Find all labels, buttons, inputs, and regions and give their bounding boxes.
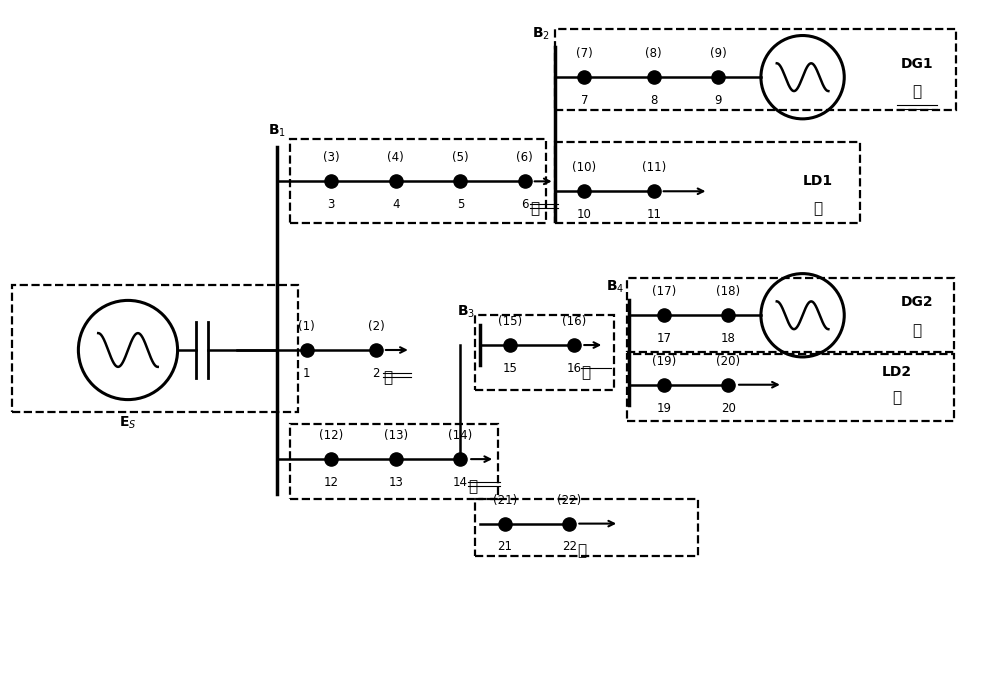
Text: (13): (13): [384, 429, 408, 442]
Text: (19): (19): [652, 355, 676, 368]
Bar: [475, 315, 614, 390]
Text: (11): (11): [642, 162, 666, 174]
Text: 22: 22: [562, 540, 577, 554]
Text: (6): (6): [516, 151, 533, 164]
Bar: [555, 141, 860, 223]
Bar: [12, 284, 298, 412]
Text: 17: 17: [656, 332, 671, 345]
Text: (9): (9): [710, 48, 727, 60]
Point: [517, 176, 533, 187]
Text: (2): (2): [368, 320, 384, 333]
Point: [323, 176, 339, 187]
Text: 一: 一: [530, 201, 539, 216]
Point: [720, 309, 736, 321]
Text: 六: 六: [581, 365, 590, 380]
Point: [502, 340, 518, 351]
Point: [576, 186, 592, 197]
Text: (7): (7): [576, 48, 593, 60]
Text: (18): (18): [716, 286, 740, 298]
Text: 4: 4: [392, 198, 400, 211]
Point: [720, 379, 736, 391]
Text: 四: 四: [813, 202, 822, 216]
Text: 10: 10: [577, 208, 592, 221]
Text: (10): (10): [572, 162, 596, 174]
Text: (12): (12): [319, 429, 343, 442]
Text: 14: 14: [453, 476, 468, 489]
Bar: [475, 499, 698, 556]
Text: (14): (14): [448, 429, 472, 442]
Text: 9: 9: [715, 94, 722, 107]
Text: 15: 15: [502, 362, 517, 375]
Text: B$_3$: B$_3$: [457, 304, 475, 320]
Text: 18: 18: [721, 332, 736, 345]
Point: [710, 71, 726, 83]
Text: 五: 五: [468, 479, 477, 494]
Text: (16): (16): [562, 315, 587, 328]
Point: [388, 176, 404, 187]
Text: 6: 6: [521, 198, 529, 211]
Text: 7: 7: [581, 94, 588, 107]
Bar: [627, 354, 954, 421]
Point: [566, 340, 582, 351]
Point: [656, 379, 672, 391]
Text: 3: 3: [328, 198, 335, 211]
Text: 二: 二: [383, 370, 392, 385]
Text: (22): (22): [557, 494, 582, 507]
Point: [656, 309, 672, 321]
Text: 12: 12: [324, 476, 339, 489]
Text: 21: 21: [497, 540, 512, 554]
Text: 5: 5: [457, 198, 464, 211]
Text: (17): (17): [652, 286, 676, 298]
Text: 20: 20: [721, 402, 736, 414]
Point: [299, 344, 315, 356]
Text: 七: 七: [912, 323, 921, 337]
Text: 八: 八: [892, 390, 901, 405]
Point: [388, 454, 404, 465]
Text: (8): (8): [645, 48, 662, 60]
Text: B$_2$: B$_2$: [532, 26, 550, 43]
Text: (21): (21): [493, 494, 517, 507]
Text: 8: 8: [650, 94, 657, 107]
Point: [368, 344, 384, 356]
Bar: [555, 29, 956, 110]
Text: (1): (1): [298, 320, 315, 333]
Text: (15): (15): [498, 315, 522, 328]
Point: [576, 71, 592, 83]
Text: 16: 16: [567, 362, 582, 375]
Text: DG2: DG2: [900, 295, 933, 309]
Text: LD1: LD1: [802, 174, 833, 188]
Text: LD2: LD2: [882, 365, 912, 379]
Point: [561, 518, 577, 529]
Bar: [627, 278, 954, 352]
Point: [646, 186, 662, 197]
Text: B$_1$: B$_1$: [268, 122, 286, 139]
Text: (20): (20): [716, 355, 740, 368]
Text: 1: 1: [303, 367, 310, 380]
Point: [323, 454, 339, 465]
Point: [646, 71, 662, 83]
Bar: [290, 139, 546, 223]
Text: (5): (5): [452, 151, 469, 164]
Point: [452, 454, 468, 465]
Text: 九: 九: [577, 543, 587, 559]
Point: [452, 176, 468, 187]
Bar: [290, 424, 498, 499]
Text: 三: 三: [912, 85, 921, 99]
Text: E$_S$: E$_S$: [119, 414, 137, 431]
Text: (3): (3): [323, 151, 340, 164]
Text: 11: 11: [646, 208, 661, 221]
Text: (4): (4): [387, 151, 404, 164]
Text: DG1: DG1: [900, 57, 933, 71]
Text: 13: 13: [388, 476, 403, 489]
Text: B$_4$: B$_4$: [606, 279, 624, 295]
Point: [497, 518, 513, 529]
Text: 2: 2: [372, 367, 380, 380]
Text: 19: 19: [656, 402, 671, 414]
